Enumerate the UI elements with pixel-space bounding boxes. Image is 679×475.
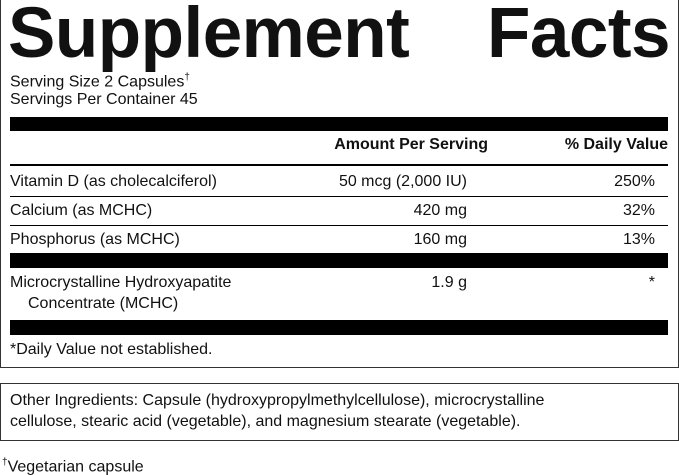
servings-per-container: Servings Per Container 45 <box>10 91 198 108</box>
rule <box>10 164 668 166</box>
other-ingredients: cellulose, stearic acid (vegetable), and… <box>10 413 521 430</box>
daily-value: * <box>648 274 655 291</box>
amount: 50 mcg (2,000 IU) <box>338 173 467 190</box>
nutrient-name: Concentrate (MCHC) <box>28 295 179 312</box>
amount: 1.9 g <box>431 274 467 291</box>
nutrient-name: Phosphorus (as MCHC) <box>10 231 180 248</box>
daily-value: 13% <box>622 231 655 248</box>
thick-bar <box>10 117 668 131</box>
nutrient-name: Calcium (as MCHC) <box>10 202 153 219</box>
footnote: *Daily Value not established. <box>10 341 213 358</box>
nutrient-name: Vitamin D (as cholecalciferol) <box>10 173 217 190</box>
daily-value: 250% <box>614 173 655 190</box>
header-daily-value: % Daily Value <box>564 136 668 153</box>
vegetarian-mark: † <box>2 457 8 468</box>
amount: 160 mg <box>413 231 467 248</box>
amount: 420 mg <box>413 202 467 219</box>
serving-size-mark: † <box>184 72 190 83</box>
title: Supplement Facts <box>8 0 670 74</box>
thick-bar <box>10 320 668 335</box>
serving-size: Serving Size 2 Capsules† <box>10 68 190 92</box>
title-right: Facts <box>487 0 670 73</box>
header-amount: Amount Per Serving <box>334 136 488 153</box>
vegetarian-note: †Vegetarian capsule <box>2 453 144 475</box>
thick-bar <box>10 253 668 268</box>
daily-value: 32% <box>622 202 655 219</box>
rule <box>10 196 668 197</box>
vegetarian-text: Vegetarian capsule <box>7 458 144 475</box>
rule <box>10 225 668 226</box>
other-ingredients: Other Ingredients: Capsule (hydroxypropy… <box>10 392 545 409</box>
serving-size-text: Serving Size 2 Capsules <box>10 73 185 91</box>
nutrient-name: Microcrystalline Hydroxyapatite <box>10 274 232 291</box>
title-left: Supplement <box>8 0 410 73</box>
